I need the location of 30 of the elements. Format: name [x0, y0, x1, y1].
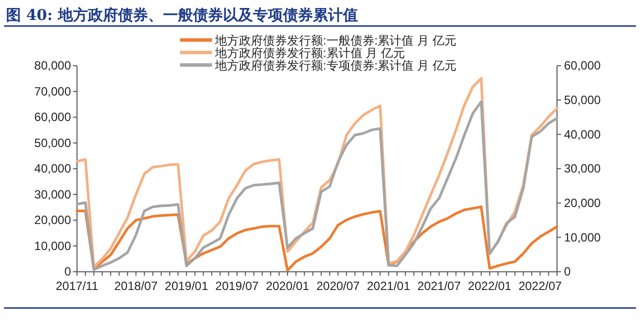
y-tick-label: 70,000: [34, 84, 72, 98]
x-tick-label: 2022/07: [518, 279, 562, 293]
x-tick-label: 2020/01: [266, 279, 310, 293]
y-tick-label: 60,000: [34, 110, 72, 124]
y-tick-label: 80,000: [34, 58, 72, 73]
x-tick-label: 2020/07: [316, 279, 360, 293]
y2-tick-label: 60,000: [564, 58, 602, 73]
x-tick-label: 2018/07: [114, 279, 158, 293]
y-tick-label: 40,000: [34, 162, 72, 176]
legend-label: 地方政府债券发行额:累计值 月 亿元: [214, 46, 406, 60]
y2-tick-label: 10,000: [564, 230, 602, 244]
y-tick-label: 50,000: [34, 136, 72, 150]
y-tick-label: 0: [64, 264, 72, 279]
chart-title: 图 40: 地方政府债券、一般债券以及专项债券累计值: [6, 6, 358, 24]
x-tick-label: 2019/07: [215, 279, 260, 293]
y2-tick-label: 50,000: [564, 93, 602, 108]
y2-tick-label: 20,000: [564, 196, 602, 210]
x-tick-label: 2019/01: [164, 279, 208, 293]
y-tick-label: 30,000: [34, 187, 72, 202]
x-tick-label: 2021/07: [417, 279, 462, 293]
y2-tick-label: 30,000: [564, 162, 602, 176]
legend-label: 地方政府债券发行额:一般债券:累计值 月 亿元: [214, 34, 456, 48]
x-tick-label: 2017/11: [56, 279, 99, 293]
y-tick-label: 20,000: [34, 213, 72, 228]
legend-label: 地方政府债券发行额:专项债券:累计值 月 亿元: [214, 58, 456, 72]
y-tick-label: 10,000: [34, 238, 72, 253]
y2-tick-label: 40,000: [564, 127, 602, 142]
x-tick-label: 2021/01: [366, 279, 411, 293]
x-tick-label: 2022/01: [468, 279, 512, 293]
y2-tick-label: 0: [564, 264, 571, 279]
